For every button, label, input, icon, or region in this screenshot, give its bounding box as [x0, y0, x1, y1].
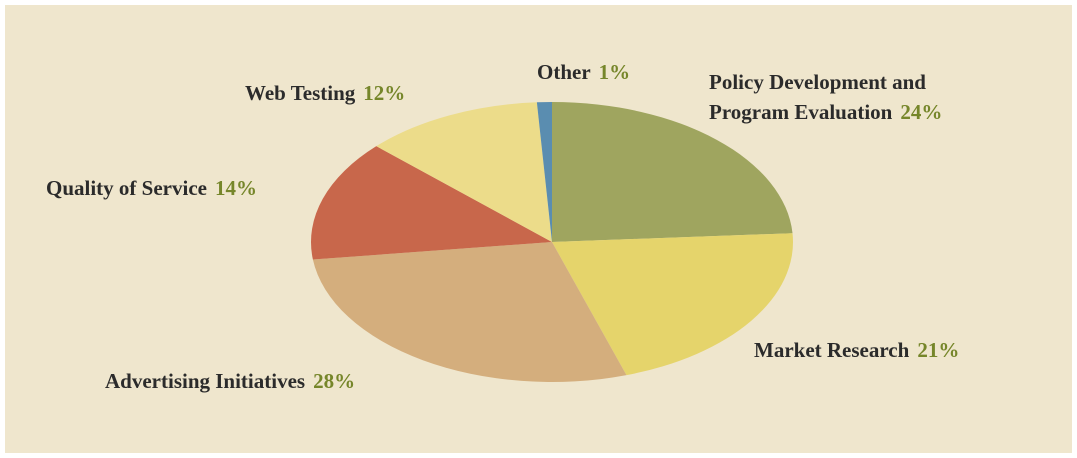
value-label: 1% [598, 60, 631, 84]
value-label: 28% [313, 369, 356, 393]
value-label: 24% [900, 100, 943, 124]
category-name: Advertising Initiatives [105, 369, 306, 393]
pie-slice [552, 102, 793, 242]
pie-slice [311, 146, 552, 260]
category-name: Policy Development and Program Evaluatio… [709, 70, 926, 124]
category-name: Other [537, 60, 591, 84]
category-name: Quality of Service [46, 176, 207, 200]
slice-label: Policy Development and Program Evaluatio… [709, 67, 999, 127]
pie-slice [376, 102, 552, 242]
pie-slice [536, 102, 552, 242]
slice-label: Other 1% [537, 57, 737, 87]
slice-label: Market Research 21% [754, 335, 1077, 365]
pie-slice [312, 242, 627, 382]
pie-slice [552, 233, 793, 376]
value-label: 14% [214, 176, 257, 200]
slice-label: Advertising Initiatives 28% [105, 366, 505, 396]
category-name: Market Research [754, 338, 910, 362]
slice-label: Quality of Service 14% [46, 173, 446, 203]
value-label: 12% [363, 81, 406, 105]
category-name: Web Testing [245, 81, 356, 105]
slice-label: Web Testing 12% [245, 78, 645, 108]
value-label: 21% [917, 338, 960, 362]
